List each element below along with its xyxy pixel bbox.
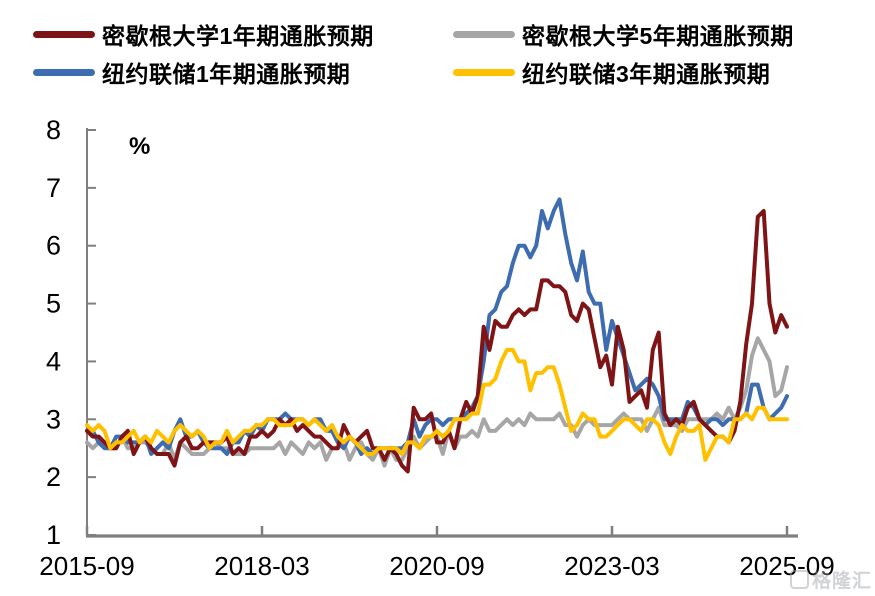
legend-label-nyfed-1y: 纽约联储1年期通胀预期 (102, 61, 351, 87)
series-line-3 (85, 347, 789, 462)
gelonghui-logo-icon (789, 570, 809, 589)
legend-item-um-5y: 密歇根大学5年期通胀预期 (453, 21, 794, 49)
legend-item-nyfed-3y: 纽约联储3年期通胀预期 (453, 59, 770, 87)
y-axis-unit-label: % (129, 133, 150, 160)
watermark-text: 格隆汇 (811, 571, 872, 592)
x-tick-label: 2018-03 (214, 551, 309, 581)
series-line-1 (85, 197, 789, 456)
legend-label-um-1y: 密歇根大学1年期通胀预期 (102, 23, 374, 49)
x-tick-label: 2015-09 (39, 551, 134, 581)
legend-swatch-um-5y (453, 30, 515, 38)
legend-swatch-nyfed-1y (33, 68, 95, 76)
y-tick-label: 5 (46, 289, 61, 319)
chart-legend: 密歇根大学1年期通胀预期 密歇根大学5年期通胀预期 纽约联储1年期通胀预期 纽约… (0, 0, 875, 100)
x-tick-label: 2025-09 (739, 551, 834, 581)
legend-swatch-um-1y (33, 30, 95, 38)
legend-swatch-nyfed-3y (453, 68, 515, 76)
y-tick-label: 3 (46, 404, 61, 434)
watermark: 格隆汇 (789, 566, 872, 593)
x-tick-label: 2020-09 (389, 551, 484, 581)
y-tick-label: 4 (46, 346, 61, 376)
y-tick-label: 8 (46, 115, 61, 145)
legend-item-nyfed-1y: 纽约联储1年期通胀预期 (33, 59, 350, 87)
x-tick-label: 2023-03 (564, 551, 659, 581)
legend-label-nyfed-3y: 纽约联储3年期通胀预期 (522, 61, 771, 87)
series-line-2 (85, 209, 789, 474)
y-tick-label: 1 (46, 520, 61, 550)
legend-item-um-1y: 密歇根大学1年期通胀预期 (33, 21, 374, 49)
y-tick-label: 2 (46, 462, 61, 492)
y-tick-label: 7 (46, 173, 61, 203)
legend-label-um-5y: 密歇根大学5年期通胀预期 (522, 23, 794, 49)
y-tick-label: 6 (46, 231, 61, 261)
